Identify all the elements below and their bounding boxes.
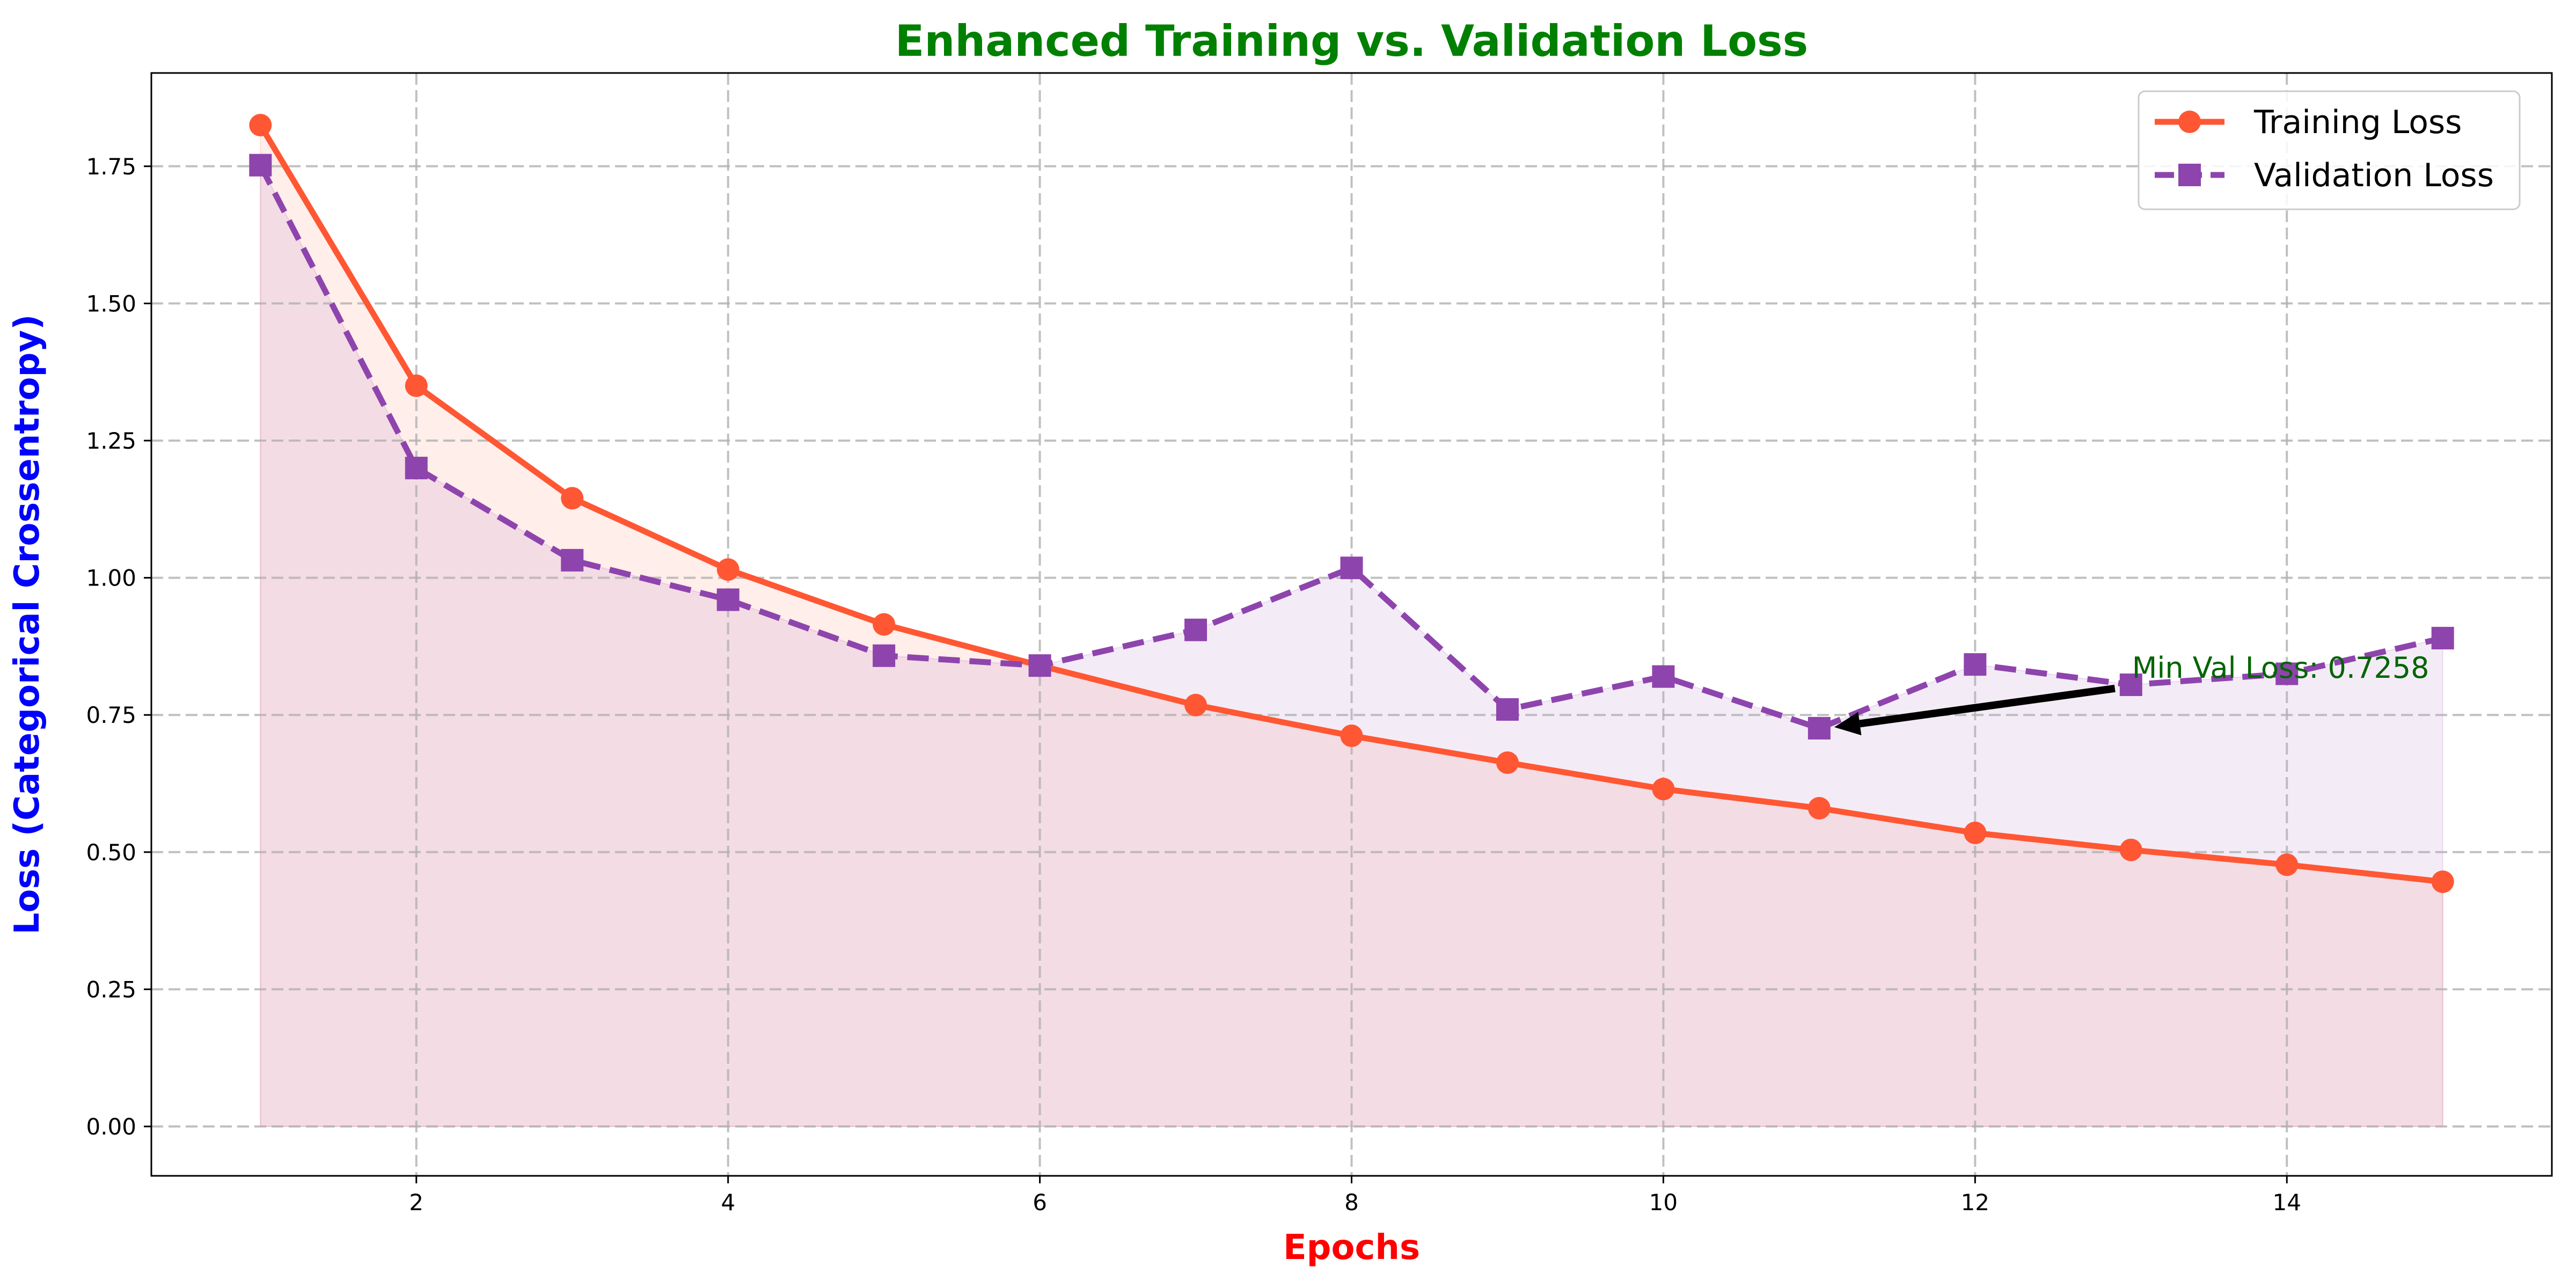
legend-label-validation: Validation Loss — [2254, 157, 2494, 194]
point-validation — [2431, 627, 2454, 650]
y-tick-label: 1.75 — [86, 153, 136, 180]
point-validation — [1652, 665, 1675, 688]
point-training — [2119, 838, 2142, 861]
x-tick-label: 10 — [1649, 1189, 1678, 1216]
point-training — [2431, 870, 2454, 893]
point-training — [1652, 778, 1675, 801]
point-validation — [1496, 698, 1519, 721]
axis-ticks: 2 4 6 8 10 12 14 0.00 0.25 0.50 0.75 1.00 1.25 1.50 1.… — [86, 153, 2301, 1216]
x-tick-label: 6 — [1033, 1189, 1047, 1216]
x-tick-label: 14 — [2273, 1189, 2301, 1216]
annotation-arrow-shaft — [1859, 684, 2116, 728]
point-validation — [561, 548, 584, 572]
point-training — [716, 558, 740, 581]
point-validation — [249, 153, 272, 177]
x-axis-label: Epochs — [1283, 1228, 1420, 1268]
legend-marker-validation — [2178, 164, 2201, 186]
annotation-arrow-head — [1834, 712, 1862, 736]
series-line-validation — [258, 164, 2443, 731]
point-validation — [716, 588, 740, 611]
point-training — [873, 613, 896, 636]
x-tick-label: 8 — [1344, 1189, 1359, 1216]
point-training — [561, 487, 584, 510]
point-training — [1184, 693, 1208, 716]
point-validation — [1964, 653, 1987, 676]
point-training — [405, 374, 428, 397]
legend: Training Loss Validation Loss — [2138, 90, 2521, 210]
y-tick-label: 0.50 — [86, 839, 136, 866]
legend-box — [2138, 90, 2521, 210]
point-validation — [405, 457, 428, 480]
y-axis-label: Loss (Categorical Crossentropy) — [8, 314, 47, 935]
series-group — [249, 114, 2454, 893]
x-tick-label: 2 — [409, 1189, 423, 1216]
point-validation — [873, 644, 896, 667]
point-training — [1964, 822, 1987, 845]
annotation-text: Min Val Loss: 0.7258 — [2132, 651, 2429, 685]
point-validation — [1028, 654, 1051, 677]
x-tick-label: 12 — [1961, 1189, 1989, 1216]
point-training — [249, 114, 272, 137]
point-validation — [2275, 662, 2299, 685]
y-tick-label: 0.25 — [86, 976, 136, 1002]
point-training — [1340, 724, 1363, 748]
chart-title: Enhanced Training vs. Validation Loss — [895, 16, 1809, 66]
legend-label-training: Training Loss — [2253, 104, 2462, 141]
y-tick-label: 1.00 — [86, 565, 136, 591]
annotation-group: Min Val Loss: 0.7258 — [1834, 651, 2429, 736]
y-tick-label: 0.00 — [86, 1114, 136, 1140]
point-training — [1496, 751, 1519, 774]
point-training — [1807, 797, 1831, 819]
point-validation — [2119, 673, 2142, 696]
point-training — [2275, 853, 2299, 876]
y-tick-label: 1.25 — [86, 428, 136, 454]
point-validation — [1184, 618, 1208, 641]
point-validation — [1807, 716, 1831, 740]
point-validation — [1340, 557, 1363, 580]
legend-marker-training — [2178, 111, 2201, 133]
x-tick-label: 4 — [721, 1189, 735, 1216]
y-tick-label: 1.50 — [86, 290, 136, 317]
y-tick-label: 0.75 — [86, 702, 136, 728]
